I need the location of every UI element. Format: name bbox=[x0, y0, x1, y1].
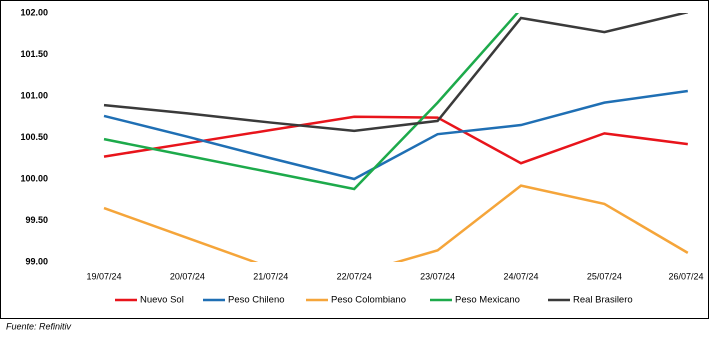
x-tick-label: 24/07/24 bbox=[503, 271, 538, 281]
y-tick-label: 101.00 bbox=[20, 90, 48, 100]
series-line bbox=[103, 13, 519, 191]
series-line bbox=[103, 89, 688, 181]
plot-area bbox=[103, 13, 689, 262]
y-tick-label: 99.00 bbox=[25, 256, 48, 266]
y-tick-label: 100.00 bbox=[20, 173, 48, 183]
x-tick-label: 23/07/24 bbox=[420, 271, 455, 281]
y-tick-label: 102.00 bbox=[20, 7, 48, 17]
legend-label: Peso Mexicano bbox=[455, 295, 520, 306]
source-note: Fuente: Refinitiv bbox=[6, 321, 72, 331]
legend-label: Peso Colombiano bbox=[331, 295, 406, 306]
legend-label: Peso Chileno bbox=[228, 295, 285, 306]
x-tick-label: 25/07/24 bbox=[587, 271, 622, 281]
y-tick-label: 99.50 bbox=[25, 215, 48, 225]
x-tick-label: 19/07/24 bbox=[86, 271, 121, 281]
y-tick-label: 101.50 bbox=[20, 49, 48, 59]
y-tick-label: 100.50 bbox=[20, 132, 48, 142]
series-line bbox=[103, 184, 689, 262]
x-tick-label: 21/07/24 bbox=[253, 271, 288, 281]
x-tick-label: 22/07/24 bbox=[337, 271, 372, 281]
x-tick-label: 20/07/24 bbox=[170, 271, 205, 281]
legend-label: Nuevo Sol bbox=[140, 295, 184, 306]
x-tick-label: 26/07/24 bbox=[668, 271, 703, 281]
series-line bbox=[103, 13, 689, 133]
legend-label: Real Brasilero bbox=[573, 295, 633, 306]
